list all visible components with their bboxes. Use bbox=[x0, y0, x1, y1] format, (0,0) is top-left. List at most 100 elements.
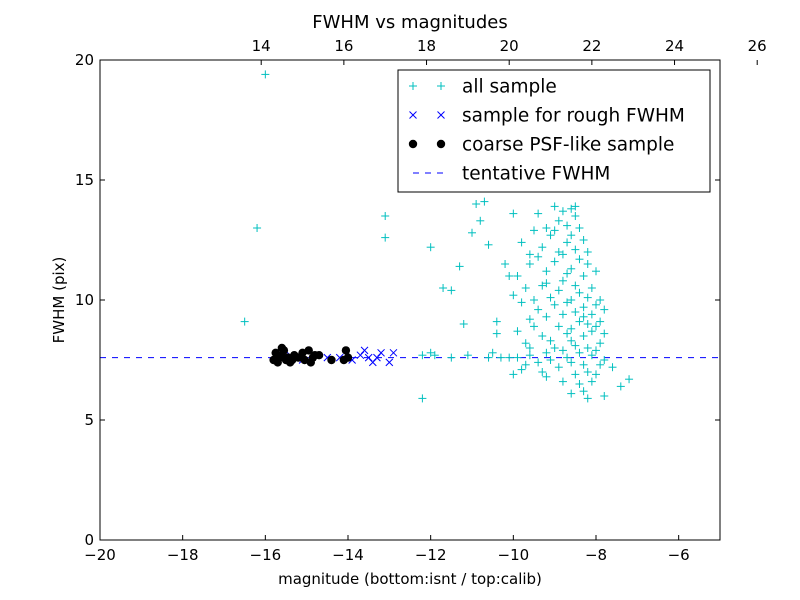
data-point bbox=[583, 368, 592, 376]
data-point bbox=[463, 351, 472, 360]
legend-marker bbox=[436, 139, 446, 149]
legend-marker bbox=[408, 139, 418, 149]
data-point bbox=[550, 300, 559, 309]
data-point bbox=[587, 351, 596, 360]
data-point bbox=[538, 332, 547, 340]
data-point bbox=[525, 344, 534, 352]
data-point bbox=[600, 329, 609, 338]
data-point-b bbox=[348, 356, 356, 364]
data-point bbox=[571, 281, 580, 290]
data-point bbox=[534, 209, 543, 218]
data-point bbox=[558, 346, 567, 355]
data-point bbox=[534, 252, 543, 261]
data-point bbox=[505, 272, 514, 280]
data-point bbox=[418, 351, 427, 360]
data-point bbox=[579, 312, 588, 321]
data-point bbox=[542, 267, 551, 276]
x-tick-label-bottom: −20 bbox=[84, 546, 116, 564]
data-point bbox=[546, 336, 555, 345]
x-tick-label-top: 16 bbox=[334, 37, 353, 55]
data-point bbox=[579, 272, 588, 280]
data-point bbox=[525, 351, 534, 360]
data-point bbox=[492, 329, 501, 338]
x-tick-label-bottom: −6 bbox=[668, 546, 690, 564]
x-tick-label-bottom: −12 bbox=[415, 546, 447, 564]
data-point-b bbox=[335, 353, 344, 362]
data-point bbox=[542, 224, 551, 232]
data-point bbox=[600, 305, 609, 314]
data-point bbox=[439, 284, 448, 292]
data-point bbox=[583, 293, 592, 302]
data-point bbox=[546, 293, 555, 302]
data-point bbox=[513, 353, 522, 362]
data-point bbox=[538, 243, 547, 252]
legend-label: sample for rough FWHM bbox=[462, 106, 685, 127]
data-point bbox=[538, 281, 547, 290]
data-point bbox=[571, 308, 580, 316]
data-point bbox=[521, 284, 530, 292]
data-point bbox=[517, 365, 526, 374]
data-point bbox=[567, 336, 576, 345]
data-point bbox=[579, 236, 588, 244]
x-tick-label-top: 22 bbox=[582, 37, 601, 55]
data-point bbox=[484, 353, 493, 362]
series-plus bbox=[240, 70, 634, 403]
data-point bbox=[579, 303, 588, 312]
data-point bbox=[558, 310, 567, 319]
data-point bbox=[571, 212, 580, 220]
data-point bbox=[587, 327, 596, 336]
legend-marker bbox=[437, 82, 445, 90]
data-point bbox=[563, 221, 572, 230]
legend-box bbox=[397, 69, 711, 193]
data-point bbox=[447, 353, 456, 362]
data-point bbox=[567, 358, 576, 367]
data-point bbox=[288, 355, 297, 365]
data-point bbox=[459, 320, 468, 328]
data-point bbox=[583, 344, 592, 352]
data-point bbox=[530, 226, 538, 235]
x-axis-title: magnitude (bottom:isnt / top:calib) bbox=[278, 570, 542, 588]
data-point-b bbox=[360, 346, 369, 355]
data-point bbox=[596, 296, 605, 304]
data-point bbox=[571, 370, 580, 379]
data-point bbox=[575, 380, 584, 388]
data-point bbox=[381, 233, 390, 242]
data-point bbox=[476, 216, 485, 225]
data-point bbox=[513, 272, 522, 280]
data-point bbox=[517, 238, 526, 247]
data-point bbox=[567, 264, 576, 273]
data-point bbox=[554, 363, 563, 372]
data-point bbox=[341, 346, 351, 355]
data-point bbox=[596, 317, 605, 326]
legend-label: all sample bbox=[462, 77, 557, 98]
data-point bbox=[525, 315, 534, 324]
data-point bbox=[496, 353, 505, 362]
data-point bbox=[261, 70, 270, 79]
data-point bbox=[554, 216, 563, 225]
legend-marker-b bbox=[437, 111, 445, 119]
data-point bbox=[550, 202, 559, 211]
legend-label: coarse PSF-like sample bbox=[462, 135, 674, 156]
data-point bbox=[530, 322, 538, 331]
data-point bbox=[240, 317, 249, 326]
x-tick-label-top: 24 bbox=[665, 37, 684, 55]
series-dot bbox=[269, 343, 353, 367]
data-point bbox=[492, 317, 501, 326]
legend-entry: all sample bbox=[409, 77, 557, 98]
data-point bbox=[468, 228, 476, 237]
data-point bbox=[513, 327, 522, 336]
x-axis-top: 14 16 18 20 22 24 26 bbox=[252, 37, 767, 65]
data-point bbox=[592, 346, 600, 355]
data-point bbox=[583, 248, 592, 256]
data-point bbox=[546, 231, 555, 240]
data-point-b bbox=[364, 353, 373, 362]
data-point bbox=[592, 322, 600, 331]
data-point bbox=[542, 312, 551, 321]
data-point bbox=[501, 260, 510, 268]
data-point bbox=[587, 284, 596, 292]
x-tick-label-bottom: −18 bbox=[167, 546, 199, 564]
data-point bbox=[575, 288, 584, 297]
data-point-b bbox=[323, 353, 332, 362]
data-point bbox=[389, 348, 398, 357]
